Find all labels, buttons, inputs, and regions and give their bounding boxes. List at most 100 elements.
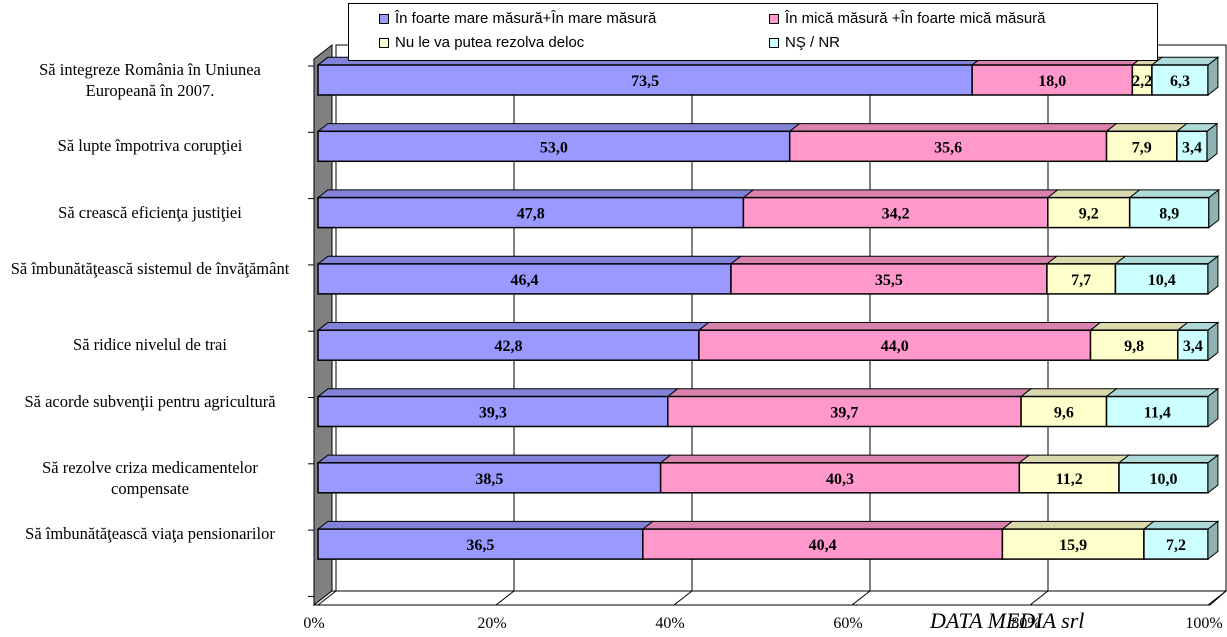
bar-segment: [698, 329, 1092, 361]
bar-side: [1208, 188, 1220, 229]
category-label: Să acorde subvenţii pentru agricultură: [24, 391, 276, 411]
data-label: 6,3: [1170, 73, 1190, 90]
data-label: 39,3: [479, 405, 507, 422]
bar-top: [666, 388, 1033, 397]
floor: [312, 590, 1227, 606]
data-label: 3,4: [1183, 338, 1203, 355]
bar-top: [1142, 520, 1220, 530]
category-label: Să îmbunătăţească viaţa pensionarilor: [25, 524, 275, 544]
bar-top: [788, 123, 1118, 132]
data-label: 39,7: [830, 405, 858, 422]
bar-top: [729, 255, 1059, 265]
bar-segment: [788, 130, 1108, 163]
watermark: DATA MEDIA srl: [930, 608, 1085, 633]
legend-swatch: [769, 13, 779, 24]
bar-top: [1105, 388, 1220, 397]
bar-top: [316, 189, 755, 199]
bar-top: [316, 255, 743, 265]
data-label: 7,7: [1071, 272, 1091, 289]
x-tick-label: 100%: [1185, 615, 1222, 632]
bar-top: [1105, 123, 1189, 132]
x-tick-label: 80%: [1011, 615, 1040, 632]
bar-segment: [1105, 395, 1209, 428]
category-label: Să rezolve criza medicamentelor compensa…: [42, 457, 258, 498]
bar-top: [316, 454, 673, 464]
bar-side: [1207, 520, 1219, 561]
bar-segment: [1046, 263, 1117, 295]
data-label: 40,4: [809, 537, 837, 554]
x-tick-label: 20%: [477, 615, 506, 632]
bar-top: [1150, 56, 1220, 66]
bar-top: [316, 388, 680, 397]
x-tick-label: 60%: [833, 615, 862, 632]
bar-segment: [317, 196, 745, 229]
legend: În foarte mare măsură+În mare măsură În m…: [348, 3, 1158, 61]
floor-gridline: [1029, 590, 1049, 606]
bar-segment: [659, 462, 1021, 494]
data-label: 35,5: [875, 272, 903, 289]
bar-top: [1017, 454, 1131, 464]
legend-swatch: [769, 37, 779, 48]
data-label: 15,9: [1059, 537, 1087, 554]
legend-item: NŞ / NR: [769, 34, 840, 51]
category-label: Să crească eficienţa justiţiei: [58, 202, 242, 222]
bar-top: [1089, 322, 1190, 331]
bar-segment: [317, 462, 662, 494]
legend-label: NŞ / NR: [785, 34, 841, 51]
legend-swatch: [379, 37, 389, 48]
data-label: 18,0: [1038, 73, 1066, 90]
bar-segment: [1118, 462, 1209, 494]
data-label: 38,5: [475, 471, 503, 488]
data-label: 42,8: [494, 338, 522, 355]
chart-frame: [312, 43, 1227, 607]
bar-top: [659, 454, 1031, 464]
data-label: 53,0: [540, 139, 568, 156]
bar-segment: [667, 395, 1022, 428]
bar-top: [1000, 520, 1156, 530]
category-label: Să îmbunătăţească sistemul de învăţământ: [10, 258, 290, 278]
bar-top: [316, 123, 802, 132]
data-label: 44,0: [881, 338, 909, 355]
data-label: 36,5: [466, 537, 494, 554]
floor-gridline: [673, 590, 693, 606]
bar-top: [1045, 255, 1127, 265]
bar-top: [741, 189, 1060, 199]
bar-segment: [1151, 64, 1209, 96]
bar-segment: [1176, 130, 1208, 163]
legend-label: În mică măsură +În foarte mică măsură: [785, 10, 1046, 27]
bar-top: [316, 322, 711, 331]
floor-gridline: [1207, 590, 1227, 606]
category-label: Să lupte împotriva corupţiei: [57, 136, 243, 156]
bar-top: [1128, 189, 1221, 199]
data-label: 10,4: [1148, 272, 1176, 289]
data-label: 10,0: [1150, 471, 1178, 488]
data-label: 40,3: [826, 471, 854, 488]
bar-segment: [1114, 263, 1209, 295]
bar-side: [1206, 122, 1218, 163]
bar-segment: [317, 329, 700, 361]
category-label: Să ridice nivelul de trai: [73, 335, 227, 355]
x-tick-label: 40%: [655, 615, 684, 632]
bar-segment: [317, 130, 791, 163]
bar-top: [1117, 454, 1220, 464]
bar-segment: [317, 263, 732, 295]
data-label: 8,9: [1159, 206, 1179, 223]
bar-side: [1207, 255, 1219, 295]
bar-top: [316, 520, 655, 530]
floor-gridline: [851, 590, 871, 606]
data-label: 35,6: [934, 139, 962, 156]
bar-top: [641, 520, 1014, 530]
legend-label: Nu le va putea rezolva deloc: [395, 34, 585, 51]
bar-segment: [1001, 528, 1145, 560]
bar-top: [1046, 189, 1142, 199]
floor-gridline: [495, 590, 515, 606]
x-tick-label: 0%: [303, 615, 324, 632]
data-label: 2,2: [1132, 73, 1152, 90]
data-label: 7,9: [1132, 139, 1152, 156]
bar-side: [1207, 387, 1219, 428]
data-label: 73,5: [631, 73, 659, 90]
bar-segment: [971, 64, 1134, 96]
data-label: 9,2: [1079, 206, 1099, 223]
bar-top: [1019, 388, 1118, 397]
